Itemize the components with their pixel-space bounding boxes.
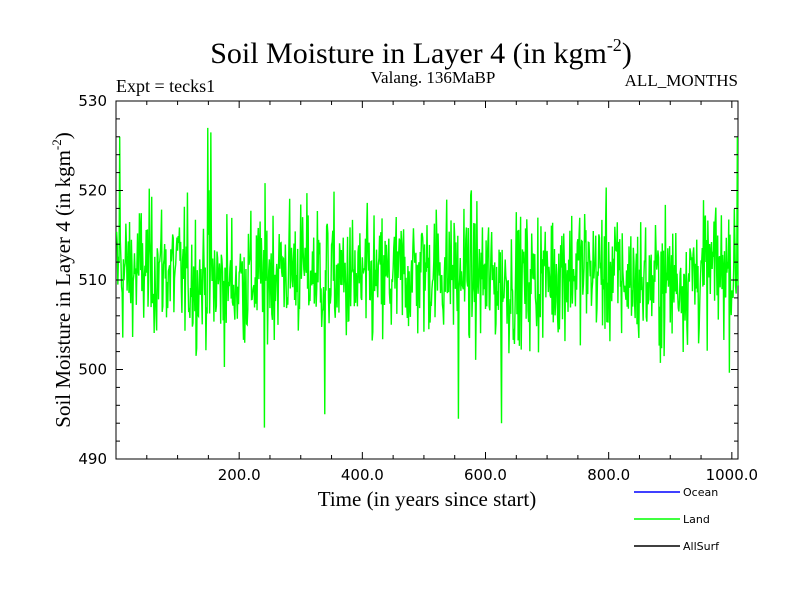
legend: Ocean Land AllSurf <box>634 486 720 553</box>
series-line-land <box>115 127 739 428</box>
chart-title: Soil Moisture in Layer 4 (in kgm-2) <box>210 35 632 70</box>
x-tick-label-4: 1000.0 <box>706 466 759 484</box>
series-land-group <box>115 127 739 428</box>
x-axis-label: Time (in years since start) <box>318 487 537 511</box>
x-tick-label-0: 200.0 <box>218 466 261 484</box>
y-axis-ticks: 490 500 510 520 530 <box>78 92 738 468</box>
legend-label-ocean: Ocean <box>683 486 718 499</box>
legend-label-allsurf: AllSurf <box>683 540 720 553</box>
y-axis-label-main: Soil Moisture in Layer 4 (in kgm <box>51 150 75 428</box>
y-tick-label-4: 530 <box>78 92 107 110</box>
y-tick-label-1: 500 <box>78 361 107 379</box>
subtitle-right: ALL_MONTHS <box>625 71 738 90</box>
y-tick-label-2: 510 <box>78 271 107 289</box>
x-tick-label-3: 800.0 <box>587 466 630 484</box>
x-tick-label-1: 400.0 <box>341 466 384 484</box>
y-axis-label-close: ) <box>51 132 75 139</box>
y-axis-label: Soil Moisture in Layer 4 (in kgm-2) <box>49 132 75 427</box>
y-axis-label-sup: -2 <box>49 139 64 150</box>
x-axis-ticks: 200.0 400.0 600.0 800.0 1000.0 <box>146 101 759 484</box>
chart-title-main: Soil Moisture in Layer 4 (in kgm <box>210 37 607 70</box>
subtitle-center: Valang. 136MaBP <box>371 68 496 87</box>
legend-label-land: Land <box>683 513 710 526</box>
chart-title-close: ) <box>622 37 632 70</box>
subtitle-left: Expt = tecks1 <box>116 76 215 96</box>
y-tick-label-3: 520 <box>78 182 107 200</box>
chart-title-sup: -2 <box>607 35 622 55</box>
y-tick-label-0: 490 <box>78 450 107 468</box>
x-tick-label-2: 600.0 <box>464 466 507 484</box>
